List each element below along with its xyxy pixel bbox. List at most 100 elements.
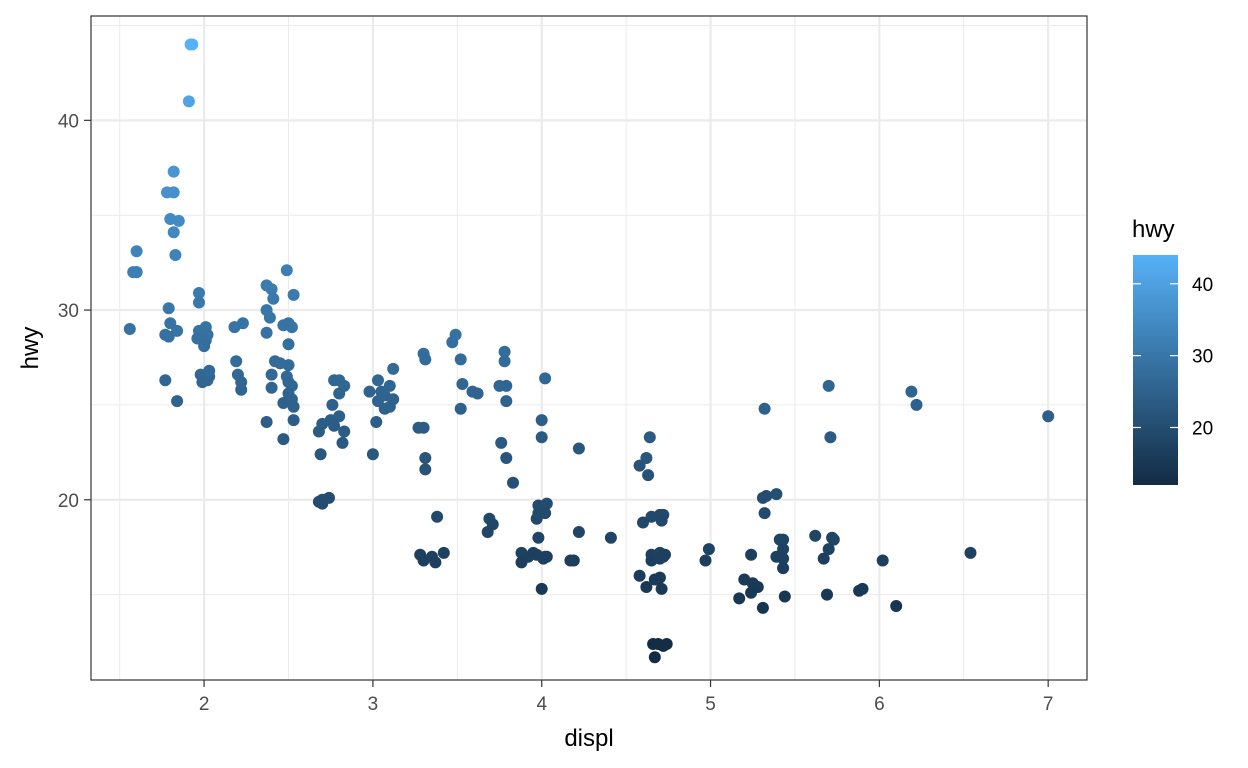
y-axis: 20 30 40 bbox=[58, 111, 91, 512]
plot-border bbox=[90, 15, 1088, 681]
data-point bbox=[169, 249, 182, 261]
y-tick-label: 40 bbox=[58, 111, 79, 132]
data-point bbox=[500, 395, 513, 408]
data-point bbox=[758, 402, 771, 415]
data-point bbox=[777, 552, 790, 565]
major-gridlines bbox=[91, 16, 1087, 680]
data-point bbox=[778, 590, 791, 603]
data-point bbox=[539, 372, 552, 385]
data-point bbox=[633, 569, 646, 582]
data-point bbox=[535, 414, 548, 427]
data-point bbox=[419, 463, 432, 476]
data-point bbox=[372, 374, 384, 387]
data-point bbox=[824, 431, 837, 444]
data-point bbox=[260, 326, 273, 339]
data-point bbox=[282, 338, 295, 351]
data-point bbox=[167, 165, 180, 178]
plot-panel bbox=[91, 16, 1087, 680]
data-point bbox=[539, 550, 552, 563]
data-point bbox=[323, 491, 335, 504]
data-point bbox=[964, 546, 977, 559]
data-point bbox=[326, 398, 339, 411]
data-point bbox=[167, 226, 180, 239]
data-point bbox=[287, 400, 300, 413]
data-point bbox=[285, 321, 298, 334]
data-point bbox=[653, 571, 666, 584]
data-point bbox=[530, 512, 543, 525]
x-tick-label: 7 bbox=[1043, 694, 1054, 715]
data-point bbox=[507, 476, 519, 489]
data-point bbox=[758, 507, 771, 520]
data-point bbox=[333, 387, 346, 400]
y-tick-label: 20 bbox=[58, 491, 79, 512]
data-point bbox=[287, 288, 300, 301]
data-point bbox=[338, 425, 351, 438]
data-point bbox=[171, 395, 184, 408]
data-point bbox=[733, 592, 746, 605]
y-axis-title: hwy bbox=[17, 327, 44, 370]
data-point bbox=[429, 556, 442, 569]
data-point bbox=[198, 340, 211, 353]
data-point bbox=[431, 510, 444, 523]
data-point bbox=[336, 436, 349, 449]
data-point bbox=[760, 490, 773, 502]
data-point bbox=[532, 531, 545, 544]
x-tick-label: 5 bbox=[705, 694, 716, 715]
data-point bbox=[267, 292, 280, 305]
data-point bbox=[770, 488, 783, 501]
data-point bbox=[419, 353, 432, 366]
data-point bbox=[159, 374, 172, 387]
data-point bbox=[383, 379, 396, 392]
data-point bbox=[643, 431, 656, 444]
data-point bbox=[312, 425, 325, 438]
data-point bbox=[822, 543, 835, 556]
data-point bbox=[535, 582, 548, 595]
legend: hwy 20 30 40 bbox=[1132, 216, 1213, 485]
data-point bbox=[260, 416, 273, 428]
legend-colorbar bbox=[1133, 255, 1178, 485]
data-point bbox=[498, 345, 511, 358]
data-point bbox=[456, 378, 469, 390]
x-tick-label: 6 bbox=[874, 694, 885, 715]
data-point bbox=[277, 433, 290, 446]
data-point bbox=[702, 543, 715, 556]
data-point bbox=[777, 562, 790, 575]
data-point bbox=[328, 419, 341, 432]
x-tick-label: 4 bbox=[536, 694, 547, 715]
data-point bbox=[745, 586, 758, 599]
data-point bbox=[821, 588, 833, 601]
data-point bbox=[535, 431, 548, 444]
data-point bbox=[655, 582, 668, 595]
data-point bbox=[282, 359, 295, 372]
data-point bbox=[572, 526, 585, 538]
data-point bbox=[417, 421, 430, 434]
y-tick-label: 30 bbox=[58, 301, 79, 322]
data-point bbox=[655, 514, 668, 527]
data-point bbox=[201, 374, 214, 387]
data-point bbox=[182, 95, 195, 108]
data-point bbox=[827, 533, 840, 546]
data-point bbox=[648, 651, 661, 664]
legend-tick-label: 40 bbox=[1192, 275, 1213, 296]
data-point bbox=[822, 379, 835, 392]
x-tick-label: 2 bbox=[199, 694, 210, 715]
data-point bbox=[280, 264, 293, 277]
data-point bbox=[876, 554, 889, 567]
data-point bbox=[890, 600, 903, 612]
data-point bbox=[856, 582, 869, 595]
data-point bbox=[193, 296, 205, 309]
data-point bbox=[378, 402, 391, 415]
x-axis: 2 3 4 5 6 7 bbox=[199, 680, 1054, 715]
data-point bbox=[314, 448, 327, 461]
data-point bbox=[471, 387, 484, 400]
data-point bbox=[633, 459, 646, 472]
data-point bbox=[193, 287, 205, 299]
data-point bbox=[454, 402, 467, 415]
data-point bbox=[604, 531, 617, 544]
data-point bbox=[540, 497, 553, 510]
data-point bbox=[260, 304, 273, 317]
legend-ticks: 20 30 40 bbox=[1133, 275, 1213, 440]
data-point bbox=[123, 323, 136, 335]
data-point bbox=[640, 581, 653, 593]
data-point bbox=[172, 214, 185, 227]
